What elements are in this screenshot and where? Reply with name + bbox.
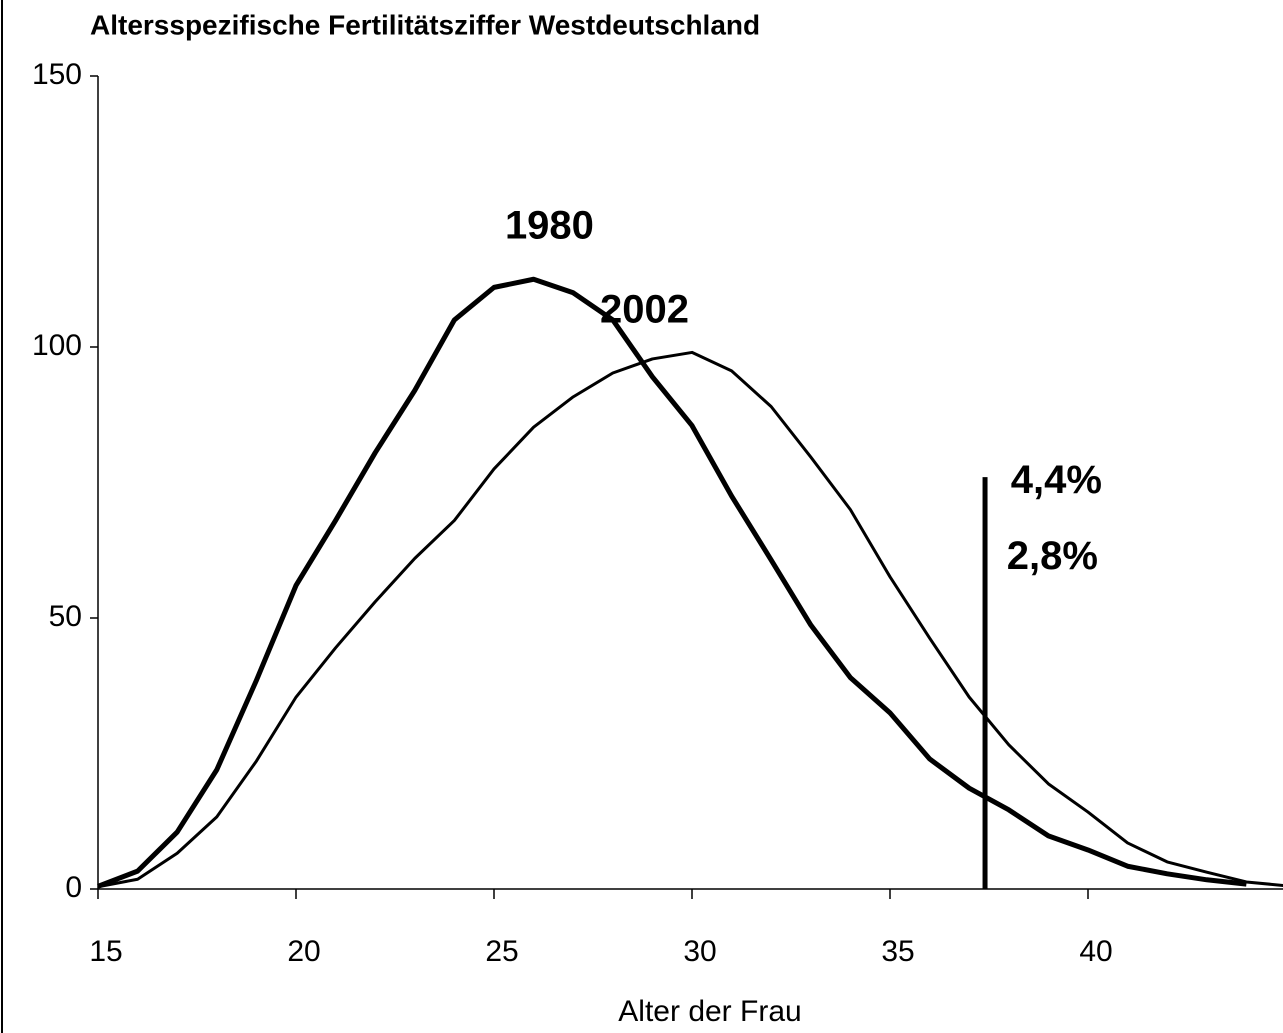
x-tick-label: 30 xyxy=(683,935,716,968)
y-tick-label: 50 xyxy=(49,600,82,633)
x-tick-label: 25 xyxy=(485,935,518,968)
y-tick-label: 100 xyxy=(32,329,82,362)
x-tick-label: 40 xyxy=(1079,935,1112,968)
series-line xyxy=(97,276,1247,889)
x-tick-label: 15 xyxy=(89,935,122,968)
annotation: 2,8% xyxy=(1007,534,1098,578)
series-label: 2002 xyxy=(600,287,689,331)
x-axis-label: Alter der Frau xyxy=(618,995,801,1028)
series-label: 1980 xyxy=(505,203,594,247)
x-tick-label: 20 xyxy=(287,935,320,968)
series-line xyxy=(97,350,1283,889)
x-tick-label: 35 xyxy=(881,935,914,968)
chart-title: Altersspezifische Fertilitätsziffer West… xyxy=(90,9,760,40)
annotation: 4,4% xyxy=(1011,458,1102,502)
y-tick-label: 0 xyxy=(65,871,82,904)
y-tick-label: 150 xyxy=(32,58,82,91)
